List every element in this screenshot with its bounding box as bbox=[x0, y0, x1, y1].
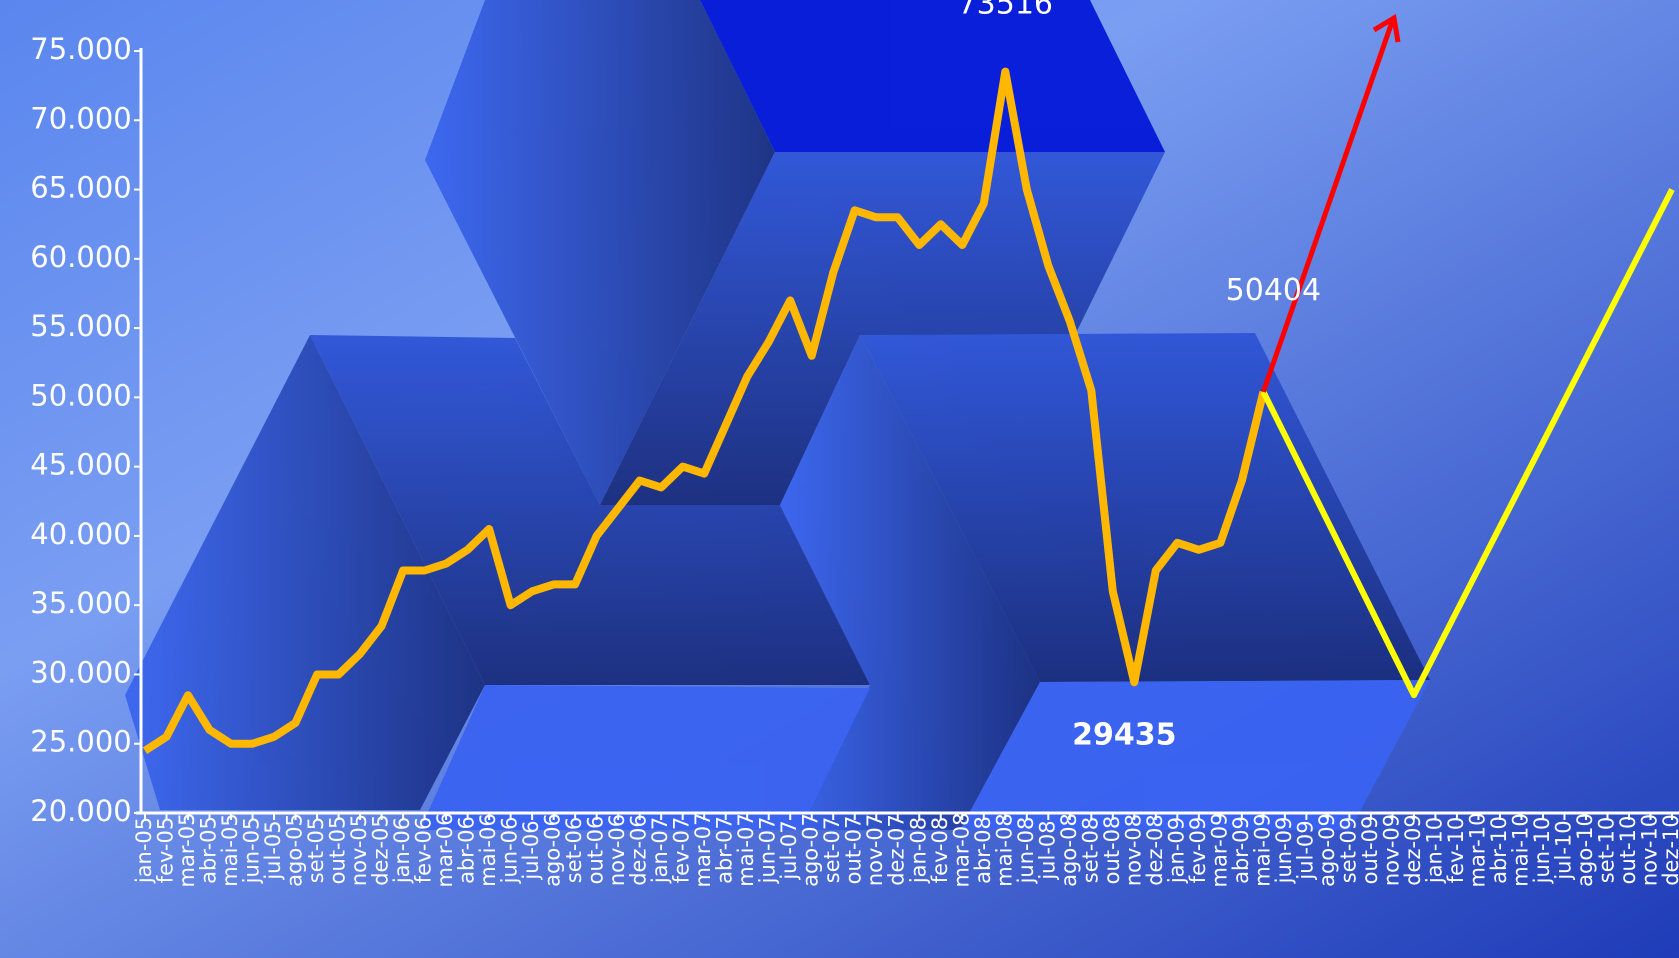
x-tick-label: abr-09 bbox=[1229, 816, 1253, 884]
x-tick-label: jan-06 bbox=[390, 817, 414, 884]
x-tick-label: dez-05 bbox=[369, 814, 393, 886]
annotation: 73516 bbox=[958, 0, 1053, 22]
x-tick-label: abr-05 bbox=[197, 816, 221, 884]
x-tick-label: ago-09 bbox=[1315, 813, 1339, 887]
x-tick-label: jun-06 bbox=[498, 817, 522, 885]
x-tick-label: nov-10 bbox=[1637, 814, 1661, 886]
x-tick-label: out-08 bbox=[1100, 816, 1124, 885]
x-tick-label: nov-06 bbox=[605, 814, 629, 886]
x-tick-label: set-10 bbox=[1594, 817, 1618, 883]
x-tick-label: mar-08 bbox=[949, 813, 973, 888]
x-tick-label: dez-09 bbox=[1401, 814, 1425, 886]
x-tick-label: set-08 bbox=[1078, 817, 1102, 883]
x-tick-label: jun-09 bbox=[1272, 817, 1296, 885]
y-tick-label: 65.000 bbox=[30, 171, 131, 205]
x-tick-label: fev-10 bbox=[1444, 817, 1468, 883]
x-tick-label: abr-07 bbox=[713, 816, 737, 884]
annotation: 50404 bbox=[1226, 273, 1321, 308]
x-tick-label: mar-06 bbox=[433, 813, 457, 888]
x-tick-label: mar-07 bbox=[691, 813, 715, 888]
x-tick-label: fev-07 bbox=[670, 817, 694, 883]
x-tick-label: abr-06 bbox=[455, 816, 479, 884]
x-tick-label: fev-08 bbox=[928, 817, 952, 883]
x-tick-label: set-09 bbox=[1336, 817, 1360, 883]
x-tick-label: jul-06 bbox=[519, 820, 543, 880]
x-tick-label: mai-06 bbox=[476, 813, 500, 886]
x-tick-label: jul-10 bbox=[1551, 820, 1575, 880]
trend-arrow bbox=[1261, 21, 1395, 393]
x-tick-label: jan-09 bbox=[1164, 817, 1188, 884]
x-tick-label: jun-08 bbox=[1014, 817, 1038, 885]
y-tick-label: 50.000 bbox=[30, 378, 131, 412]
x-tick-label: nov-05 bbox=[347, 814, 371, 886]
y-tick-label: 75.000 bbox=[30, 32, 131, 66]
x-tick-label: out-05 bbox=[326, 816, 350, 885]
x-tick-label: mar-05 bbox=[175, 813, 199, 888]
x-tick-label: jul-07 bbox=[777, 820, 801, 880]
x-tick-label: ago-06 bbox=[541, 813, 565, 887]
y-tick-label: 40.000 bbox=[30, 517, 131, 551]
x-tick-label: dez-08 bbox=[1143, 814, 1167, 886]
x-tick-label: mai-07 bbox=[734, 813, 758, 886]
x-tick-label: jul-05 bbox=[261, 820, 285, 880]
x-tick-label: dez-10 bbox=[1659, 814, 1679, 886]
x-tick-label: set-06 bbox=[562, 817, 586, 883]
y-tick-label: 70.000 bbox=[30, 101, 131, 135]
x-tick-label: jun-07 bbox=[756, 817, 780, 885]
x-tick-label: mai-08 bbox=[992, 813, 1016, 886]
x-tick-label: out-06 bbox=[584, 816, 608, 885]
y-tick-label: 55.000 bbox=[30, 309, 131, 343]
x-tick-label: mai-10 bbox=[1508, 813, 1532, 886]
x-tick-label: ago-07 bbox=[799, 813, 823, 887]
x-tick-label: jul-08 bbox=[1035, 820, 1059, 880]
x-tick-label: out-07 bbox=[842, 816, 866, 885]
y-tick-label: 45.000 bbox=[30, 448, 131, 482]
y-tick-label: 25.000 bbox=[30, 725, 131, 759]
trend-arrow-head bbox=[1372, 13, 1401, 43]
x-tick-label: set-07 bbox=[820, 817, 844, 883]
x-tick-label: nov-08 bbox=[1121, 814, 1145, 886]
x-tick-label: mar-10 bbox=[1465, 813, 1489, 888]
x-tick-label: fev-05 bbox=[154, 817, 178, 883]
x-tick-label: abr-08 bbox=[971, 816, 995, 884]
x-tick-label: ago-10 bbox=[1573, 813, 1597, 887]
x-tick-label: set-05 bbox=[304, 817, 328, 883]
x-tick-label: jul-09 bbox=[1293, 820, 1317, 880]
x-tick-label: jun-10 bbox=[1530, 817, 1554, 885]
x-tick-label: out-09 bbox=[1358, 816, 1382, 885]
x-tick-label: jun-05 bbox=[240, 817, 264, 885]
x-tick-label: mar-09 bbox=[1207, 813, 1231, 888]
x-tick-label: fev-09 bbox=[1186, 817, 1210, 883]
x-tick-label: dez-06 bbox=[627, 814, 651, 886]
x-tick-label: ago-08 bbox=[1057, 813, 1081, 887]
decor-cubes bbox=[125, 0, 1430, 830]
y-tick-label: 60.000 bbox=[30, 240, 131, 274]
x-tick-label: mai-05 bbox=[218, 813, 242, 886]
x-tick-label: nov-09 bbox=[1379, 814, 1403, 886]
y-tick-label: 30.000 bbox=[30, 655, 131, 689]
x-tick-label: fev-06 bbox=[412, 817, 436, 883]
series-line bbox=[142, 67, 1268, 755]
x-tick-label: jan-10 bbox=[1422, 817, 1446, 884]
x-tick-label: out-10 bbox=[1616, 816, 1640, 885]
x-tick-label: jan-07 bbox=[648, 817, 672, 884]
x-tick-label: jan-05 bbox=[132, 817, 156, 884]
x-tick-label: mai-09 bbox=[1250, 813, 1274, 886]
annotation: 29435 bbox=[1072, 717, 1176, 752]
y-tick-label: 20.000 bbox=[30, 794, 131, 828]
y-tick-label: 35.000 bbox=[30, 586, 131, 620]
x-tick-label: dez-07 bbox=[885, 814, 909, 886]
x-tick-label: ago-05 bbox=[283, 813, 307, 887]
x-tick-label: jan-08 bbox=[906, 817, 930, 884]
x-tick-label: abr-10 bbox=[1487, 816, 1511, 884]
x-tick-label: nov-07 bbox=[863, 814, 887, 886]
series-line bbox=[1260, 188, 1675, 699]
